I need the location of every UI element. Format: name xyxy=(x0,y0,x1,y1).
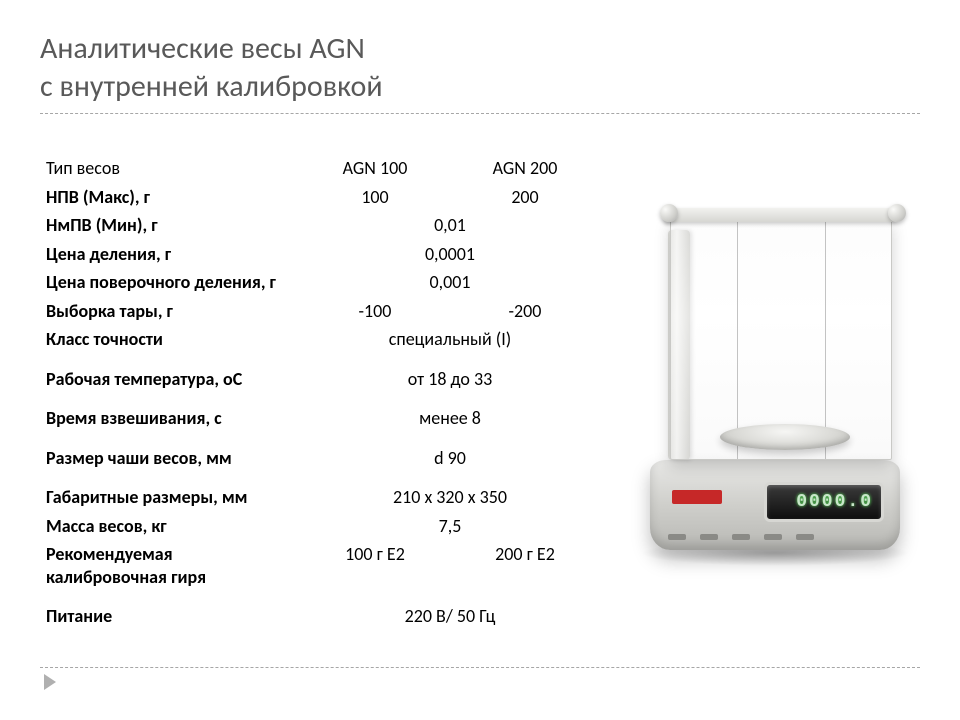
footer-arrow-icon xyxy=(44,674,56,690)
lcd-panel: 0000.0 xyxy=(764,482,884,522)
footer-divider xyxy=(40,667,920,668)
knob-icon xyxy=(660,204,678,222)
row-value: 210 х 320 х 350 xyxy=(300,472,600,512)
title-line2: с внутренней калибровкой xyxy=(40,68,383,105)
row-label: Размер чаши весов, мм xyxy=(40,433,300,473)
table-row: Цена поверочного деления, г0,001 xyxy=(40,268,600,297)
table-row: Выборка тары, г-100-200 xyxy=(40,297,600,326)
row-value: 0,0001 xyxy=(300,240,600,269)
glass-edge xyxy=(737,221,738,459)
title-divider xyxy=(40,113,920,114)
row-value: от 18 до 33 xyxy=(300,354,600,394)
row-label: Питание xyxy=(40,591,300,631)
row-label: Выборка тары, г xyxy=(40,297,300,326)
row-label: Время взвешивания, с xyxy=(40,393,300,433)
title-line1: Аналитические весы AGN xyxy=(40,30,365,67)
table-row: НПВ (Макс), г100200 xyxy=(40,183,600,212)
header-col1: AGN 100 xyxy=(300,154,450,183)
table-row: Время взвешивания, сменее 8 xyxy=(40,393,600,433)
row-value-1: -100 xyxy=(300,297,450,326)
knob-icon xyxy=(888,204,906,222)
row-label: НмПВ (Мин), г xyxy=(40,211,300,240)
weighing-pan xyxy=(720,424,850,450)
top-frame xyxy=(664,208,896,222)
row-value-2: 200 xyxy=(450,183,600,212)
analytical-scale-image: 0000.0 xyxy=(630,210,930,570)
row-value: 220 В/ 50 Гц xyxy=(300,591,600,631)
table-row: Размер чаши весов, ммd 90 xyxy=(40,433,600,473)
glass-edge xyxy=(825,221,826,459)
row-label: Цена деления, г xyxy=(40,240,300,269)
button-row xyxy=(668,534,814,540)
table-header-row: Тип весовAGN 100AGN 200 xyxy=(40,154,600,183)
row-value: менее 8 xyxy=(300,393,600,433)
table-row: Питание220 В/ 50 Гц xyxy=(40,591,600,631)
brand-badge xyxy=(672,490,722,504)
scale-base: 0000.0 xyxy=(650,460,900,550)
page-title: Аналитические весы AGN с внутренней кали… xyxy=(40,30,920,105)
table-row: Рабочая температура, оСот 18 до 33 xyxy=(40,354,600,394)
row-value-1: 100 г E2 xyxy=(300,540,450,591)
header-col2: AGN 200 xyxy=(450,154,600,183)
row-value: 0,01 xyxy=(300,211,600,240)
row-value-1: 100 xyxy=(300,183,450,212)
row-label: Класс точности xyxy=(40,325,300,354)
row-value-2: 200 г E2 xyxy=(450,540,600,591)
row-label: Рекомендуемая калибровочная гиря xyxy=(40,540,300,591)
table-row: Класс точностиспециальный (I) xyxy=(40,325,600,354)
row-value: 0,001 xyxy=(300,268,600,297)
row-value: 7,5 xyxy=(300,512,600,541)
row-label: НПВ (Макс), г xyxy=(40,183,300,212)
header-label: Тип весов xyxy=(40,154,300,183)
lcd-readout: 0000.0 xyxy=(796,492,873,512)
base-button xyxy=(668,534,686,540)
row-label: Рабочая температура, оС xyxy=(40,354,300,394)
row-label: Масса весов, кг xyxy=(40,512,300,541)
row-value-2: -200 xyxy=(450,297,600,326)
table-row: Габаритные размеры, мм210 х 320 х 350 xyxy=(40,472,600,512)
table-row: Масса весов, кг7,5 xyxy=(40,512,600,541)
base-button xyxy=(732,534,750,540)
table-row: Цена деления, г0,0001 xyxy=(40,240,600,269)
row-label: Габаритные размеры, мм xyxy=(40,472,300,512)
row-value: d 90 xyxy=(300,433,600,473)
base-button xyxy=(700,534,718,540)
spec-table: Тип весовAGN 100AGN 200НПВ (Макс), г1002… xyxy=(40,154,600,631)
base-button xyxy=(796,534,814,540)
base-button xyxy=(764,534,782,540)
row-value: специальный (I) xyxy=(300,325,600,354)
table-row: Рекомендуемая калибровочная гиря100 г E2… xyxy=(40,540,600,591)
table-row: НмПВ (Мин), г0,01 xyxy=(40,211,600,240)
row-label: Цена поверочного деления, г xyxy=(40,268,300,297)
